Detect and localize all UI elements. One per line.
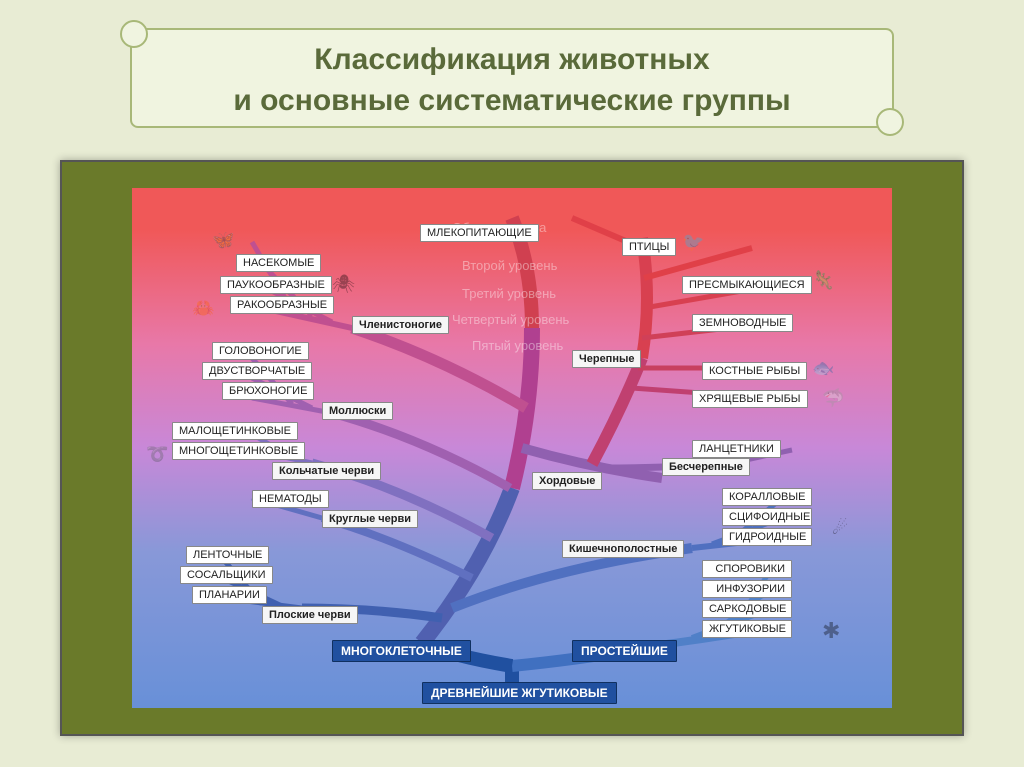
jellyfish-icon: ☄ [832,518,848,539]
group-coelenterata: Кишечнополостные [562,540,684,558]
bird-icon: 🐦 [682,232,704,253]
leaf-insecta: НАСЕКОМЫЕ [236,254,321,272]
group-chordates: Хордовые [532,472,602,490]
leaf-tapeworms: ЛЕНТОЧНЫЕ [186,546,269,564]
watermark-text: Пятый уровень [472,338,563,353]
watermark-text: Второй уровень [462,258,557,273]
leaf-coral: КОРАЛЛОВЫЕ [722,488,812,506]
leaf-cephalopoda: ГОЛОВОНОГИЕ [212,342,309,360]
leaf-bony-fish: КОСТНЫЕ РЫБЫ [702,362,807,380]
leaf-amphibia: ЗЕМНОВОДНЫЕ [692,314,793,332]
leaf-aves: ПТИЦЫ [622,238,676,256]
leaf-sarcodina: САРКОДОВЫЕ [702,600,792,618]
group-arthropods: Членистоногие [352,316,449,334]
leaf-ciliates: ИНФУЗОРИИ [702,580,792,598]
crab-icon: 🦀 [192,298,214,319]
leaf-hydroid: ГИДРОИДНЫЕ [722,528,812,546]
leaf-flagellates: ЖГУТИКОВЫЕ [702,620,792,638]
title-line-2: и основные систематические группы [233,84,790,117]
leaf-scyphoid: СЦИФОИДНЫЕ [722,508,812,526]
leaf-mammalia: МЛЕКОПИТАЮЩИЕ [420,224,539,242]
leaf-flukes: СОСАЛЬЩИКИ [180,566,273,584]
leaf-oligochaeta: МАЛОЩЕТИНКОВЫЕ [172,422,298,440]
group-roundworms: Круглые черви [322,510,418,528]
leaf-sporozoa: СПОРОВИКИ [702,560,792,578]
group-annelids: Кольчатые черви [272,462,381,480]
group-acrania: Бесчерепные [662,458,750,476]
leaf-gastropoda: БРЮХОНОГИЕ [222,382,314,400]
leaf-polychaeta: МНОГОЩЕТИНКОВЫЕ [172,442,305,460]
diagram-frame: Образец текста Второй уровень Третий уро… [60,160,964,736]
worm-icon: ➰ [146,444,168,465]
fish-icon: 🐟 [812,358,834,379]
leaf-bivalvia: ДВУСТВОРЧАТЫЕ [202,362,312,380]
leaf-crustacea: РАКООБРАЗНЫЕ [230,296,334,314]
leaf-reptilia: ПРЕСМЫКАЮЩИЕСЯ [682,276,812,294]
leaf-cartilaginous-fish: ХРЯЩЕВЫЕ РЫБЫ [692,390,808,408]
root-protozoa: ПРОСТЕЙШИЕ [572,640,677,662]
root-ancient-flagellates: ДРЕВНЕЙШИЕ ЖГУТИКОВЫЕ [422,682,617,704]
butterfly-icon: 🦋 [212,230,234,251]
group-flatworms: Плоские черви [262,606,358,624]
leaf-lancelet: ЛАНЦЕТНИКИ [692,440,781,458]
watermark-text: Четвертый уровень [452,312,569,327]
scroll-ornament-icon [876,108,904,136]
page-title: Классификация животных и основные систем… [132,30,892,121]
shark-icon: 🦈 [822,388,844,409]
title-frame: Классификация животных и основные систем… [130,28,894,128]
scroll-ornament-icon [120,20,148,48]
phylogenetic-tree: Образец текста Второй уровень Третий уро… [132,188,892,708]
group-craniata: Черепные [572,350,641,368]
watermark-text: Третий уровень [462,286,556,301]
leaf-nematodes: НЕМАТОДЫ [252,490,329,508]
group-molluscs: Моллюски [322,402,393,420]
root-multicellular: МНОГОКЛЕТОЧНЫЕ [332,640,471,662]
lizard-icon: 🦎 [812,270,834,291]
amoeba-icon: ✱ [822,618,840,644]
leaf-planaria: ПЛАНАРИИ [192,586,267,604]
leaf-arachnida: ПАУКООБРАЗНЫЕ [220,276,332,294]
spider-icon: 🕷 [332,274,355,295]
title-line-1: Классификация животных [314,43,709,76]
